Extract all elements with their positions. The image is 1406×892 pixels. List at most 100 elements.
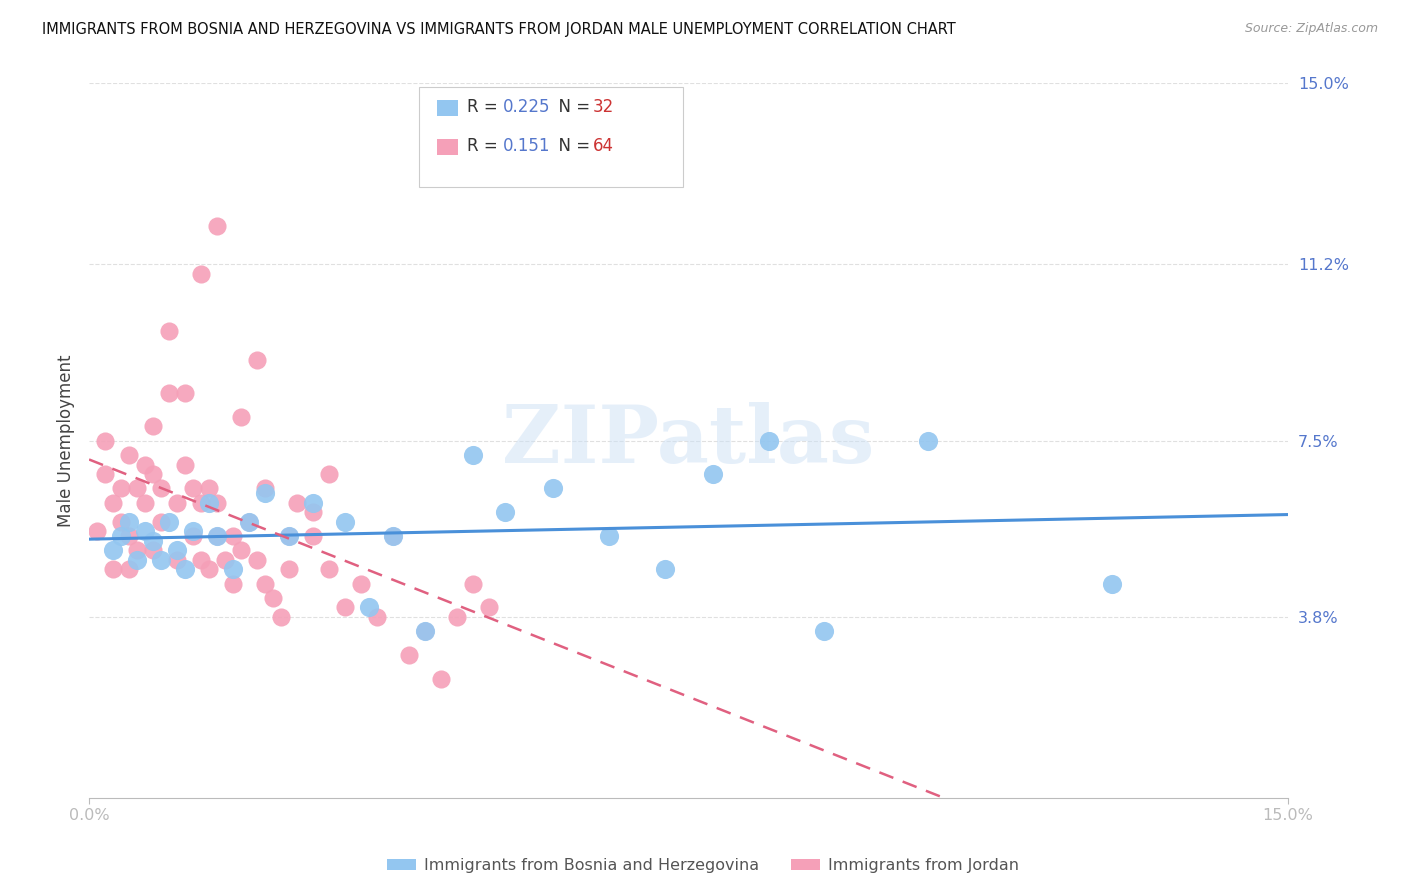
Point: [174, 562, 197, 576]
Point: [494, 505, 516, 519]
Point: [174, 458, 197, 472]
Point: [118, 448, 141, 462]
Point: [398, 648, 420, 662]
Point: [333, 600, 356, 615]
Text: ZIPatlas: ZIPatlas: [502, 401, 875, 480]
Point: [150, 482, 173, 496]
Point: [125, 553, 148, 567]
Point: [157, 515, 180, 529]
Point: [413, 624, 436, 639]
Point: [253, 576, 276, 591]
Point: [702, 467, 724, 482]
Point: [253, 482, 276, 496]
FancyBboxPatch shape: [419, 87, 682, 187]
Point: [190, 267, 212, 281]
Point: [229, 409, 252, 424]
Bar: [437, 100, 458, 116]
Point: [94, 467, 117, 482]
Point: [150, 553, 173, 567]
Point: [118, 515, 141, 529]
Point: [205, 529, 228, 543]
Point: [917, 434, 939, 448]
Point: [174, 386, 197, 401]
Point: [246, 352, 269, 367]
Point: [134, 496, 156, 510]
Point: [253, 486, 276, 500]
Text: R =: R =: [467, 98, 503, 116]
Point: [461, 448, 484, 462]
Point: [758, 434, 780, 448]
Point: [813, 624, 835, 639]
Point: [110, 515, 132, 529]
Point: [285, 496, 308, 510]
Point: [110, 529, 132, 543]
Point: [277, 529, 299, 543]
Legend: Immigrants from Bosnia and Herzegovina, Immigrants from Jordan: Immigrants from Bosnia and Herzegovina, …: [381, 852, 1025, 880]
Point: [302, 529, 325, 543]
Point: [198, 562, 221, 576]
Point: [350, 576, 373, 591]
Point: [541, 482, 564, 496]
Point: [277, 529, 299, 543]
Point: [205, 529, 228, 543]
Text: N =: N =: [548, 98, 596, 116]
Point: [446, 610, 468, 624]
Point: [262, 591, 284, 605]
Point: [101, 562, 124, 576]
Point: [125, 543, 148, 558]
Text: N =: N =: [548, 137, 596, 155]
Bar: [437, 139, 458, 155]
Text: R =: R =: [467, 137, 503, 155]
Point: [134, 458, 156, 472]
Point: [461, 576, 484, 591]
Text: Source: ZipAtlas.com: Source: ZipAtlas.com: [1244, 22, 1378, 36]
Point: [270, 610, 292, 624]
Point: [101, 543, 124, 558]
Point: [157, 386, 180, 401]
Text: 0.225: 0.225: [503, 98, 550, 116]
Point: [134, 524, 156, 539]
Point: [413, 624, 436, 639]
Point: [150, 515, 173, 529]
Point: [181, 524, 204, 539]
Point: [366, 610, 388, 624]
Point: [381, 529, 404, 543]
Point: [333, 515, 356, 529]
Point: [318, 562, 340, 576]
Point: [1101, 576, 1123, 591]
Point: [181, 482, 204, 496]
Point: [238, 515, 260, 529]
Point: [222, 529, 245, 543]
Point: [190, 553, 212, 567]
Point: [198, 496, 221, 510]
Point: [198, 482, 221, 496]
Point: [205, 496, 228, 510]
Point: [222, 562, 245, 576]
Text: 0.151: 0.151: [503, 137, 550, 155]
Point: [302, 505, 325, 519]
Point: [214, 553, 236, 567]
Y-axis label: Male Unemployment: Male Unemployment: [58, 354, 75, 527]
Point: [166, 543, 188, 558]
Point: [86, 524, 108, 539]
Point: [246, 553, 269, 567]
Point: [142, 467, 165, 482]
Point: [430, 672, 453, 686]
Point: [277, 562, 299, 576]
Point: [357, 600, 380, 615]
Text: 64: 64: [593, 137, 613, 155]
Point: [478, 600, 501, 615]
Point: [142, 419, 165, 434]
Point: [381, 529, 404, 543]
Point: [190, 496, 212, 510]
Point: [166, 496, 188, 510]
Point: [598, 529, 620, 543]
Point: [229, 543, 252, 558]
Point: [118, 529, 141, 543]
Point: [205, 219, 228, 234]
Point: [142, 533, 165, 548]
Point: [654, 562, 676, 576]
Point: [125, 482, 148, 496]
Point: [181, 529, 204, 543]
Point: [166, 553, 188, 567]
